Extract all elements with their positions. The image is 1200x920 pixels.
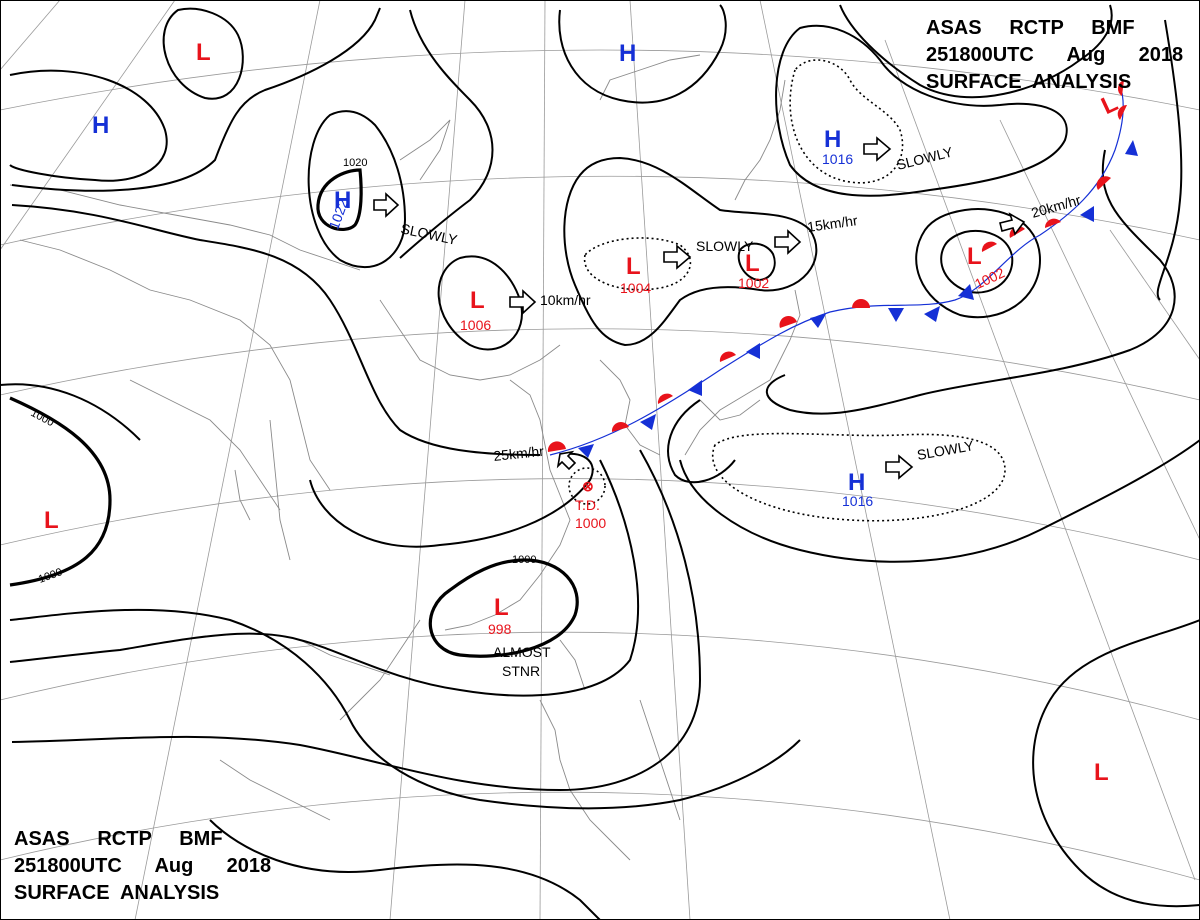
- motion-arrow-1016-ne: [863, 136, 892, 162]
- system-value-low-1002-a: 1002: [738, 275, 769, 291]
- stationary-front: [547, 80, 1138, 458]
- warm-front-symbols: [547, 80, 1127, 452]
- system-letter-low-west: L: [44, 507, 59, 534]
- system-letter-high-1016-ne: H: [824, 126, 841, 153]
- isobar-label-1000-south: 1000: [512, 554, 536, 566]
- motion-arrow-td: [556, 450, 577, 471]
- system-letter-low-1004: L: [626, 253, 641, 280]
- system-value-high-1016-ne: 1016: [822, 151, 853, 167]
- header-top-right: ASAS RCTP BMF 251800UTC Aug 2018 SURFACE…: [926, 17, 1183, 93]
- header-line-2-bottom: 251800UTC Aug 2018: [14, 855, 271, 877]
- motion-arrow-1016-e: [885, 454, 914, 480]
- system-letter-high-1016-e: H: [848, 469, 865, 496]
- isobars: [0, 4, 1200, 920]
- motion-arrow-1002-a: [774, 229, 802, 255]
- header-line-1-bottom: ASAS RCTP BMF: [14, 828, 223, 850]
- isobar-label-1020: 1020: [343, 157, 367, 169]
- header-line-3-bottom: SURFACE ANALYSIS: [14, 882, 219, 904]
- system-type-td: T.D.: [575, 497, 600, 513]
- system-letter-low-1002-b: L: [967, 243, 982, 270]
- system-letter-low-nw: L: [196, 39, 211, 66]
- header-line-1-top: ASAS RCTP BMF: [926, 17, 1135, 39]
- header-line-3-top: SURFACE ANALYSIS: [926, 71, 1131, 93]
- td-symbol-icon: ⊗: [582, 478, 594, 494]
- speed-label-10: 10km/hr: [540, 292, 591, 308]
- slowly-label-1004: SLOWLY: [696, 238, 754, 254]
- system-value-low-1006: 1006: [460, 317, 491, 333]
- motion-arrow-1006: [509, 289, 537, 315]
- speed-label-25: 25km/hr: [493, 443, 545, 464]
- system-letter-low-998: L: [494, 594, 509, 621]
- system-value-td: 1000: [575, 515, 606, 531]
- speed-label-15: 15km/hr: [806, 212, 859, 235]
- cold-front-symbols: [578, 140, 1138, 458]
- motion-annotations: SLOWLY 10km/hr SLOWLY 15km/hr SLOWLY 20k…: [399, 143, 1082, 679]
- motion-arrow-1022: [373, 192, 400, 218]
- system-letter-high-w: H: [92, 112, 109, 139]
- system-letter-high-north: H: [619, 40, 636, 67]
- system-value-low-1004: 1004: [620, 280, 651, 296]
- system-letter-high-1022: H: [334, 187, 351, 214]
- motion-arrow-1004: [663, 244, 692, 270]
- system-letter-low-1006: L: [470, 287, 485, 314]
- system-letter-low-se: L: [1094, 759, 1109, 786]
- header-line-2-top: 251800UTC Aug 2018: [926, 44, 1183, 66]
- system-value-high-1016-e: 1016: [842, 493, 873, 509]
- stnr-label: STNR: [502, 663, 540, 679]
- dotted-isobars: [583, 59, 1006, 522]
- system-value-low-998: 998: [488, 621, 512, 637]
- motion-arrows: [373, 136, 1026, 480]
- header-bottom-left: ASAS RCTP BMF 251800UTC Aug 2018 SURFACE…: [14, 828, 271, 904]
- system-letter-low-1002-a: L: [745, 250, 760, 277]
- almost-label: ALMOST: [493, 644, 551, 660]
- motion-arrow-1002-b: [999, 212, 1026, 236]
